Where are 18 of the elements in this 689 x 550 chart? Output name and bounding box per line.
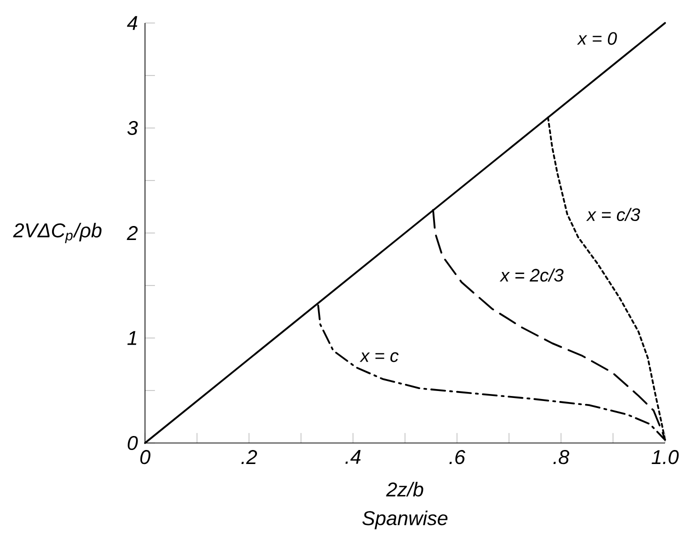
series-label: x = c/3	[586, 208, 640, 222]
y-axis-title: 2VΔC$_{p}$/ρb	[13, 222, 102, 244]
series-label: x = c	[360, 352, 399, 362]
x-tick-label: .8	[553, 450, 570, 464]
x-tick-label: 1.0	[652, 450, 679, 464]
series-label: x = 2c/3	[500, 268, 564, 282]
y-tick-label: 1	[127, 331, 136, 345]
x-tick-label: .2	[241, 450, 258, 464]
series-label: x = 0	[576, 32, 617, 45]
y-tick-label: 3	[127, 120, 138, 136]
x-tick-label: .4	[345, 450, 361, 464]
x-axis-title: 2z/b	[386, 482, 424, 497]
x-tick-label: 0	[140, 450, 150, 464]
y-tick-label: 0	[128, 436, 138, 450]
x-tick-label: .6	[449, 450, 466, 464]
y-tick-label: 4	[127, 16, 138, 30]
y-tick-label: 2	[126, 226, 138, 240]
text: Spanwise	[362, 510, 448, 530]
